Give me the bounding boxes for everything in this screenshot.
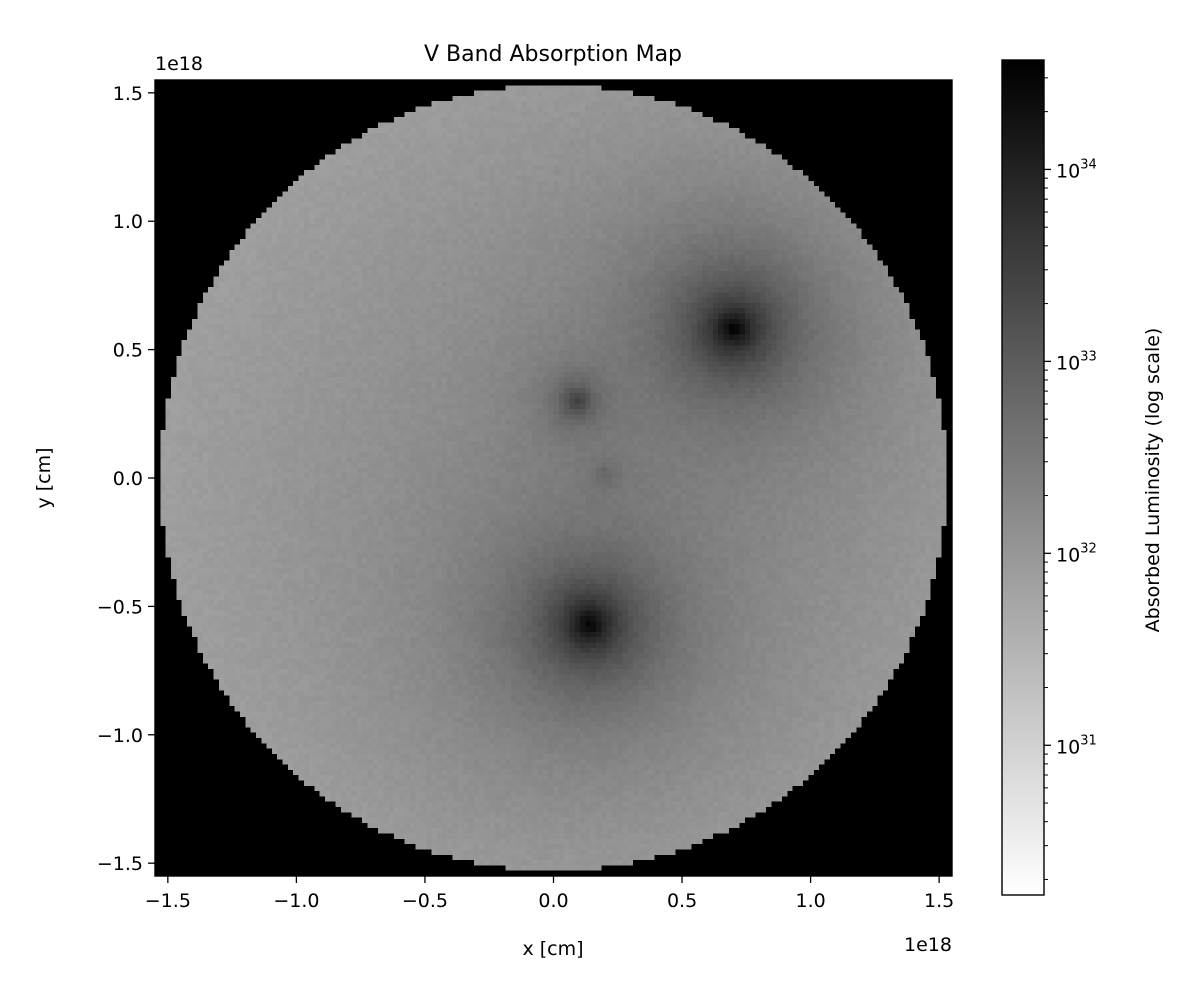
y-tick-label: 0.5 xyxy=(113,340,143,362)
chart-title: V Band Absorption Map xyxy=(424,42,682,67)
plot-area xyxy=(154,79,953,877)
y-tick-label: 1.0 xyxy=(113,211,143,233)
colorbar-tick-label: 1034 xyxy=(1056,157,1097,182)
x-tick-label: −1.5 xyxy=(145,890,191,912)
colorbar-tick-base: 10 xyxy=(1056,736,1080,758)
colorbar-tick-base: 10 xyxy=(1056,544,1080,566)
x-tick-label: −0.5 xyxy=(402,890,448,912)
x-tick-label: 1.5 xyxy=(924,890,954,912)
y-tick-label: −1.0 xyxy=(97,725,143,747)
colorbar-label: Absorbed Luminosity (log scale) xyxy=(1142,328,1164,633)
x-tick-label: −1.0 xyxy=(273,890,319,912)
y-tick-label: −0.5 xyxy=(97,596,143,618)
colorbar-tick-exponent: 34 xyxy=(1080,157,1097,172)
x-tick-label: 0.5 xyxy=(667,890,697,912)
colorbar-tick-label: 1033 xyxy=(1056,349,1097,374)
y-axis: −1.5 −1.0 −0.5 0.0 0.5 1.0 1.5 xyxy=(97,83,155,875)
y-tick-label: −1.5 xyxy=(97,853,143,875)
y-axis-label: y [cm] xyxy=(33,447,55,508)
colorbar-tick-base: 10 xyxy=(1056,352,1080,374)
y-tick-label: 0.0 xyxy=(113,468,143,490)
heatmap-image xyxy=(155,80,952,876)
y-tick-label: 1.5 xyxy=(113,83,143,105)
x-offset-label: 1e18 xyxy=(904,934,952,956)
colorbar-tick-exponent: 32 xyxy=(1080,541,1097,556)
x-tick-label: 0.0 xyxy=(538,890,568,912)
colorbar-tick-label: 1031 xyxy=(1056,733,1097,758)
x-axis-label: x [cm] xyxy=(522,938,583,960)
colorbar-tick-base: 10 xyxy=(1056,160,1080,182)
colorbar-gradient xyxy=(1001,59,1045,896)
colorbar-tick-exponent: 31 xyxy=(1080,733,1097,748)
x-axis: −1.5 −1.0 −0.5 0.0 0.5 1.0 1.5 xyxy=(145,876,954,912)
colorbar-tick-label: 1032 xyxy=(1056,541,1097,566)
x-tick-label: 1.0 xyxy=(795,890,825,912)
y-offset-label: 1e18 xyxy=(155,53,203,75)
colorbar-tick-exponent: 33 xyxy=(1080,349,1097,364)
